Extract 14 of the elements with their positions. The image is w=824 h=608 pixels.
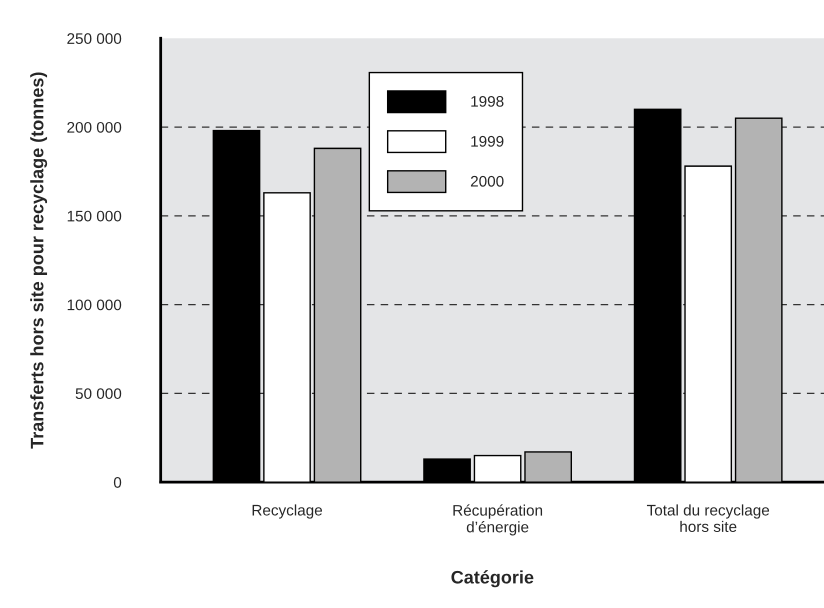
legend-label: 1998 bbox=[471, 96, 504, 107]
y-tick-label: 100 000 bbox=[68, 299, 122, 310]
y-tick-label: 150 000 bbox=[68, 210, 122, 222]
x-tick-label: Total du recyclage hors site bbox=[646, 504, 770, 532]
x-tick-label: Récupération d’énergie bbox=[453, 504, 542, 536]
y-axis-title: Transferts hors site pour recyclage (tonnes) bbox=[30, 72, 48, 449]
y-tick-label: 0 bbox=[114, 477, 122, 488]
y-tick-label: 200 000 bbox=[67, 122, 122, 133]
y-tick-label: 250 000 bbox=[67, 33, 122, 44]
x-axis-title: Catégorie bbox=[451, 570, 534, 588]
y-tick-label: 50 000 bbox=[76, 388, 122, 400]
legend-label: 2000 bbox=[470, 176, 504, 187]
legend-label: 1999 bbox=[471, 136, 504, 147]
x-tick-label: Recyclage bbox=[252, 504, 322, 519]
